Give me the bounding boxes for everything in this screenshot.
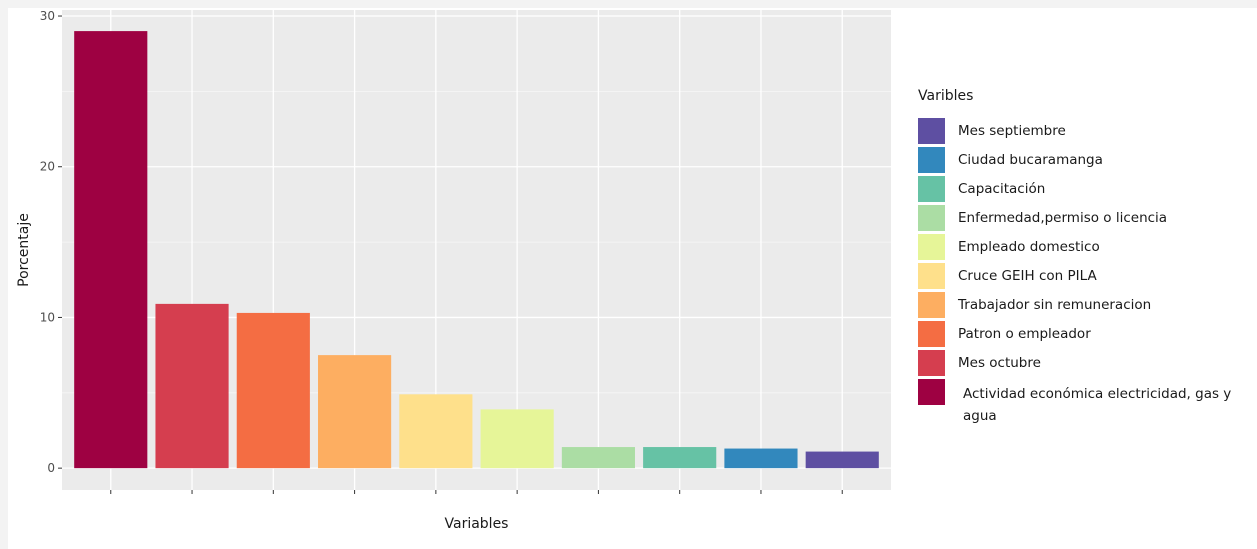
legend-label: Actividad económica electricidad, gas y …: [963, 386, 1232, 424]
legend-item: Cruce GEIH con PILA: [918, 263, 1248, 292]
legend-item: Mes septiembre: [918, 118, 1248, 147]
legend-key: [918, 350, 945, 376]
bars: [74, 31, 879, 469]
legend-key: [918, 379, 945, 405]
legend-label: Trabajador sin remuneracion: [958, 297, 1152, 313]
legend-label: Mes septiembre: [958, 123, 1066, 139]
bar: [805, 451, 879, 469]
legend-key: [918, 147, 945, 173]
bar: [480, 409, 554, 469]
y-tick-label: 30: [40, 9, 55, 23]
legend-key: [918, 292, 945, 318]
legend-item: Patron o empleador: [918, 321, 1248, 350]
legend-item: Capacitación: [918, 176, 1248, 205]
legend-key: [918, 234, 945, 260]
legend-label: Ciudad bucaramanga: [958, 152, 1103, 168]
bar: [724, 448, 798, 469]
legend: Varibles Mes septiembre Ciudad bucaramang…: [918, 88, 1248, 431]
legend-item: Actividad económica electricidad, gas y …: [918, 379, 1248, 431]
legend-label: Enfermedad,permiso o licencia: [958, 210, 1168, 226]
chart-figure: 0 10 20 30 Variables Porcentaje Varibles Me…: [8, 8, 1257, 549]
legend-item: Ciudad bucaramanga: [918, 147, 1248, 176]
x-axis-title: Variables: [445, 516, 509, 532]
bar: [561, 447, 635, 469]
y-axis-title: Porcentaje: [16, 213, 32, 287]
legend-label: Patron o empleador: [958, 326, 1091, 342]
bar: [236, 312, 310, 469]
legend-title: Varibles: [918, 88, 974, 104]
legend-label: Empleado domestico: [958, 239, 1100, 255]
y-tick-label: 10: [40, 310, 55, 324]
legend-key: [918, 321, 945, 347]
legend-item: Trabajador sin remuneracion: [918, 292, 1248, 321]
bar: [318, 355, 392, 469]
legend-item: Mes octubre: [918, 350, 1248, 379]
bar: [74, 31, 148, 469]
y-tick-label: 0: [47, 461, 55, 475]
bar: [399, 394, 473, 469]
legend-key: [918, 118, 945, 144]
legend-key: [918, 263, 945, 289]
legend-label: Capacitación: [958, 181, 1046, 197]
legend-label: Cruce GEIH con PILA: [958, 268, 1097, 284]
legend-label: Mes octubre: [958, 355, 1041, 371]
legend-item: Enfermedad,permiso o licencia: [918, 205, 1248, 234]
legend-key: [918, 205, 945, 231]
axes: 0 10 20 30: [40, 9, 843, 494]
legend-items: Mes septiembre Ciudad bucaramanga Capacita…: [918, 118, 1248, 431]
bar-chart: 0 10 20 30 Variables Porcentaje: [16, 9, 891, 532]
bar: [155, 303, 229, 469]
legend-key: [918, 176, 945, 202]
bar: [643, 447, 717, 469]
legend-item: Empleado domestico: [918, 234, 1248, 263]
y-tick-label: 20: [40, 160, 55, 174]
